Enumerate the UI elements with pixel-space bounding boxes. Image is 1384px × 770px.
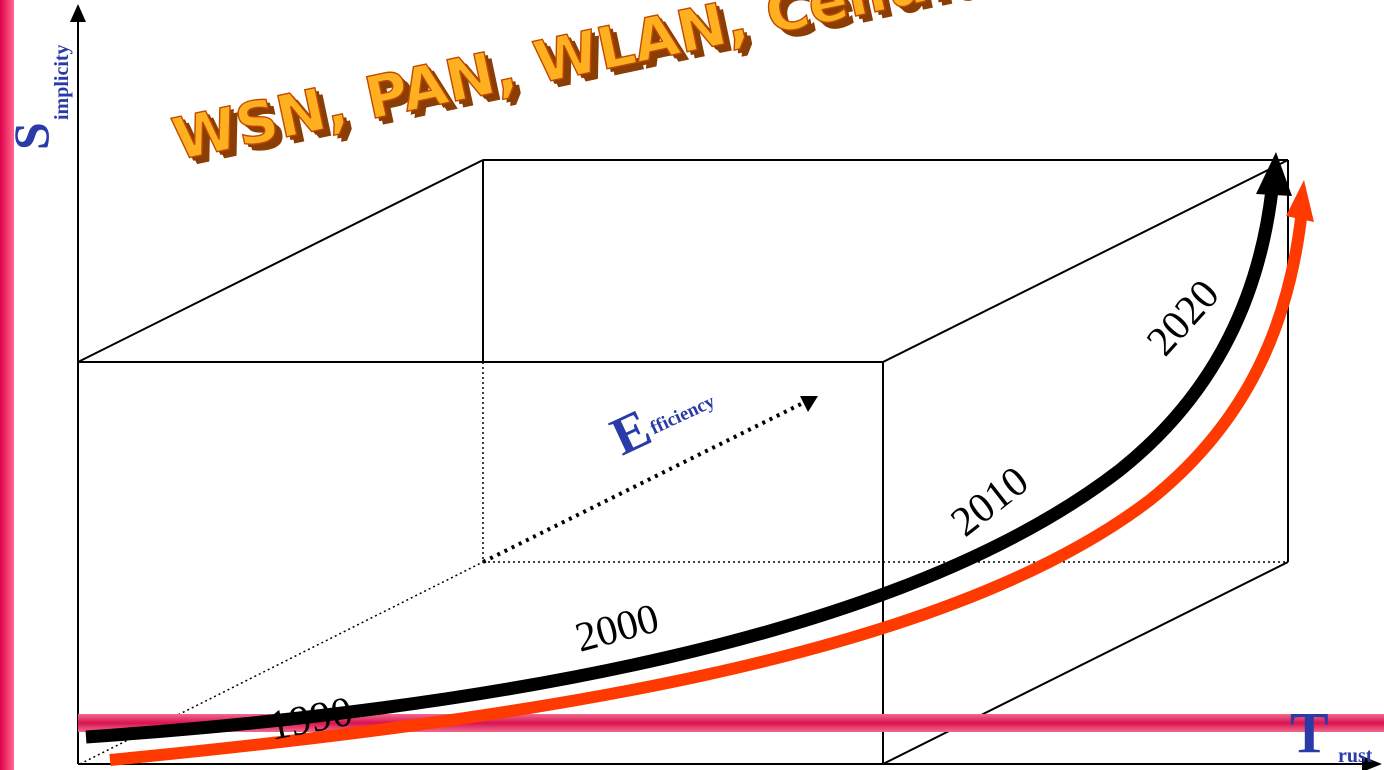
axis-suffix: implicity [51, 44, 73, 120]
simplicity-axis-label: S implicity [3, 44, 73, 150]
evolution-curve-orange [109, 209, 1308, 766]
axis-initial: E [602, 397, 660, 467]
axis-suffix: rust [1338, 745, 1373, 767]
network-types-banner: WSN, PAN, WLAN, Cellular, Broadcast, Mov… [166, 0, 1384, 180]
curve-black-arrowhead-icon [1256, 152, 1292, 196]
efficiency-axis-arrow-icon [800, 396, 818, 412]
axis-initial: T [1290, 700, 1329, 765]
box-front-face [78, 361, 884, 764]
box-back-face [482, 159, 1289, 562]
evolution-curve-black [85, 189, 1279, 744]
trust-axis-arrow-icon [1362, 756, 1382, 770]
trust-axis-label: T rust [1290, 700, 1373, 767]
axis-suffix: fficiency [647, 391, 718, 439]
box-hidden-edges [482, 362, 1288, 563]
year-label: 2000 [571, 595, 664, 661]
left-decorative-stripe [0, 0, 14, 770]
banner-text: WSN, PAN, WLAN, Cellular, Broadcast, Mov… [167, 0, 1384, 174]
simplicity-axis-arrow-icon [70, 4, 86, 22]
year-label: 1990 [265, 689, 356, 750]
axis-initial: S [3, 122, 59, 150]
curve-orange-arrowhead-icon [1286, 180, 1314, 222]
